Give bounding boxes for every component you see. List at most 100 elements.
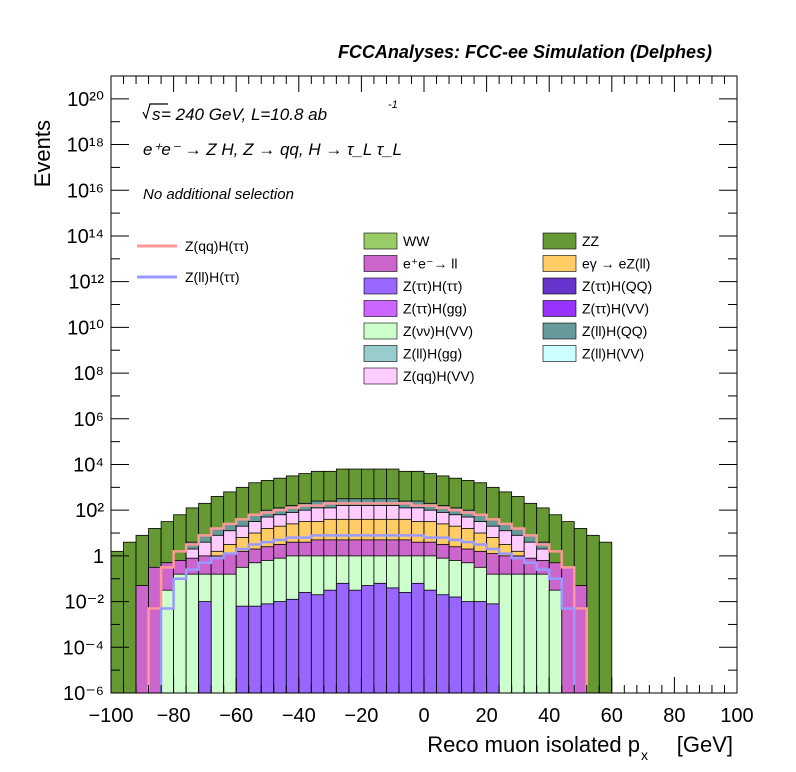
bar — [235, 605, 250, 694]
bar — [486, 603, 500, 694]
x-tick-label: −40 — [282, 705, 316, 727]
legend-label: e⁺e⁻→ ll — [403, 256, 457, 272]
bar — [536, 573, 550, 694]
legend-label: Z(ll)H(VV) — [582, 346, 644, 362]
bar — [448, 596, 462, 694]
bar — [523, 573, 538, 694]
legend-label: Z(qq)H(VV) — [403, 368, 475, 384]
bar — [173, 573, 187, 694]
legend-swatch — [363, 277, 398, 295]
bar — [598, 541, 613, 694]
x-tick-label: −80 — [157, 705, 191, 727]
x-tick-label: 40 — [538, 705, 560, 727]
legend-label: WW — [403, 233, 430, 249]
signal-line-0 — [147, 502, 589, 693]
energy-luminosity: = 240 GeV, L=10.8 ab — [161, 105, 327, 124]
bar — [373, 582, 387, 694]
bar — [548, 589, 563, 694]
bar — [248, 605, 262, 694]
bar — [310, 594, 325, 694]
bar — [398, 592, 412, 694]
bar — [223, 573, 237, 694]
bar — [260, 603, 275, 694]
y-axis-ticks: 10⁻⁶ 10⁻⁴ 10⁻² 1 10² 10⁴ 10⁶ 10⁸ 10¹⁰ 10¹² 10¹⁴ 10¹… — [63, 75, 737, 705]
y-tick-label: 10¹⁰ — [67, 317, 104, 339]
bar — [348, 589, 362, 694]
legend-signal-label: Z(qq)H(ττ) — [185, 238, 249, 254]
legend-swatch — [542, 300, 577, 317]
bar — [298, 592, 312, 694]
y-tick-label: 10⁶ — [74, 409, 104, 431]
bar — [210, 573, 225, 694]
legend-swatch — [363, 322, 398, 340]
bar — [498, 573, 513, 694]
bar — [360, 585, 375, 694]
bar — [185, 573, 200, 694]
x-tick-label: 80 — [663, 705, 685, 727]
y-tick-label: 10¹⁶ — [67, 180, 104, 202]
bar — [436, 594, 450, 694]
y-tick-label: 10¹⁸ — [67, 135, 104, 157]
legend-swatch — [363, 232, 398, 250]
legend-swatch — [542, 322, 577, 340]
bar — [511, 573, 525, 694]
energy-s: s — [152, 105, 161, 124]
y-tick-label: 10¹² — [68, 272, 104, 294]
plot-header: FCCAnalyses: FCC-ee Simulation (Delphes) — [337, 42, 712, 62]
legend-label: Z(νν)H(VV) — [403, 323, 473, 339]
selection-label: No additional selection — [143, 186, 294, 203]
annotation-block: s = 240 GeV, L=10.8 ab -1 e⁺e⁻ → Z H, Z … — [142, 99, 402, 203]
bar — [160, 589, 175, 694]
legend-swatch — [363, 300, 398, 317]
legend-swatch — [542, 255, 577, 272]
bar — [123, 541, 137, 694]
bar — [386, 587, 400, 694]
x-tick-label: −20 — [344, 705, 378, 727]
bar — [473, 601, 487, 694]
bar — [110, 550, 124, 694]
x-axis-ticks: −100 −80 −60 −40 −20 0 20 40 60 80 100 — [88, 76, 754, 727]
legend-label: Z(ll)H(QQ) — [582, 323, 647, 339]
legend-swatch — [363, 255, 398, 272]
bar — [323, 589, 337, 694]
signal-line-1 — [159, 534, 576, 693]
legend-signal-label: Z(ll)H(ττ) — [185, 269, 240, 285]
y-tick-label: 10²⁰ — [67, 89, 104, 111]
bar — [423, 589, 437, 694]
y-tick-label: 10⁻⁶ — [63, 683, 104, 705]
process-label: e⁺e⁻ → Z H, Z → qq, H → τ_L τ_L — [143, 140, 402, 159]
bar — [273, 601, 287, 694]
signal-curves — [147, 502, 589, 693]
bar — [586, 534, 600, 694]
x-axis-title-main: Reco muon isolated p — [427, 732, 640, 757]
series-6 — [198, 582, 500, 694]
stacked-histogram-bars — [110, 468, 613, 694]
bar — [461, 601, 475, 694]
y-tick-label: 1 — [93, 546, 104, 568]
x-tick-label: 60 — [601, 705, 623, 727]
legend-label: eγ → eZ(ll) — [582, 256, 650, 272]
legend-swatch — [542, 277, 577, 295]
y-tick-label: 10¹⁴ — [67, 226, 105, 248]
legend: Z(qq)H(ττ) Z(ll)H(ττ) WW ZZ e⁺e⁻→ ll eγ → eZ(… — [137, 232, 652, 385]
x-axis-title-unit: [GeV] — [677, 732, 733, 757]
x-tick-label: −100 — [88, 705, 133, 727]
x-tick-label: 20 — [475, 705, 497, 727]
y-tick-label: 10⁻² — [65, 592, 105, 614]
bar — [335, 582, 350, 694]
legend-swatch — [363, 345, 398, 362]
x-tick-label: 100 — [720, 705, 753, 727]
legend-label: ZZ — [582, 233, 600, 249]
legend-label: Z(ττ)H(ττ) — [403, 278, 462, 294]
bar — [285, 598, 300, 694]
legend-swatch — [542, 345, 577, 362]
x-axis-title: Reco muon isolated p x [GeV] — [427, 732, 733, 763]
bar — [135, 585, 149, 694]
y-tick-label: 10² — [75, 500, 104, 522]
x-tick-label: −60 — [219, 705, 253, 727]
x-axis-title-subscript: x — [641, 747, 648, 763]
legend-label: Z(ττ)H(VV) — [582, 301, 649, 317]
legend-label: Z(ττ)H(QQ) — [582, 278, 652, 294]
bar — [148, 566, 162, 694]
